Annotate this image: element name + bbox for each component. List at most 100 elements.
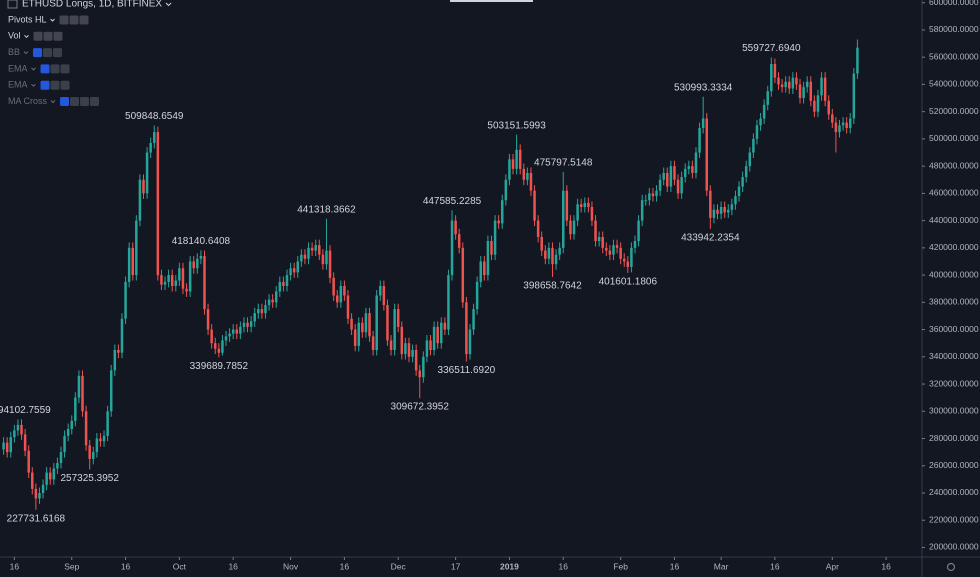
candle-body <box>5 442 9 453</box>
pivot-high-label: 475797.5148 <box>534 158 593 169</box>
candle-body <box>622 258 626 262</box>
indicator-button[interactable] <box>50 64 60 74</box>
candle-body <box>52 468 56 480</box>
candle-body <box>770 64 773 92</box>
indicator-name: Vol <box>8 31 21 41</box>
candle-body <box>224 336 228 341</box>
indicator-button[interactable] <box>40 80 50 90</box>
candle-body <box>124 281 127 319</box>
candle-body <box>249 321 253 327</box>
indicator-name: BB <box>8 47 20 57</box>
indicator-button[interactable] <box>33 31 43 41</box>
top-handle <box>450 0 533 2</box>
indicator-button[interactable] <box>43 48 53 58</box>
candle-body <box>698 128 701 153</box>
candle-body <box>117 349 120 353</box>
indicator-button[interactable] <box>53 31 63 41</box>
candle-body <box>27 450 30 473</box>
candle-body <box>404 343 407 355</box>
candle-body <box>841 122 845 126</box>
candle-body <box>379 285 382 296</box>
candle-body <box>554 254 558 265</box>
candle-body <box>343 285 346 296</box>
settings-icon[interactable] <box>946 562 956 572</box>
candle-body <box>633 241 637 248</box>
candle-body <box>795 77 798 85</box>
indicator-name: EMA <box>8 63 28 73</box>
y-tick-label: 400000.0000 <box>929 269 979 279</box>
candle-body <box>393 309 396 350</box>
candle-body <box>135 220 138 276</box>
candle-body <box>321 254 325 265</box>
candle-body <box>809 81 813 101</box>
y-tick-label: 300000.0000 <box>929 406 979 416</box>
indicator-button[interactable] <box>80 97 90 106</box>
candle-body <box>612 245 615 255</box>
candle-body <box>630 247 633 267</box>
candle-body <box>235 329 239 334</box>
pivot-label-bg <box>521 279 584 292</box>
indicator-chevron[interactable] <box>24 34 29 39</box>
y-tick-label: 440000.0000 <box>929 215 979 225</box>
candle-body <box>386 305 389 341</box>
candle-body <box>99 438 102 442</box>
candle-body <box>181 268 185 289</box>
candle-body <box>310 247 314 251</box>
candle-body <box>759 118 762 126</box>
indicator-button[interactable] <box>60 97 70 106</box>
x-tick-label: Mar <box>714 561 729 571</box>
collapse-icon[interactable] <box>7 0 18 9</box>
indicator-chevron[interactable] <box>50 100 56 104</box>
indicator-button[interactable] <box>60 80 70 90</box>
candle-body <box>619 247 622 259</box>
indicator-button[interactable] <box>69 15 79 25</box>
indicator-button[interactable] <box>60 64 70 74</box>
candle-body <box>608 250 612 255</box>
plot-area <box>2 39 859 510</box>
candle-body <box>515 149 518 169</box>
dropdown-chevron[interactable] <box>165 2 172 7</box>
candle-body <box>127 247 131 282</box>
indicator-button[interactable] <box>50 80 60 90</box>
candle-body <box>483 261 486 276</box>
candle-body <box>569 220 572 235</box>
indicator-chevron[interactable] <box>31 67 36 71</box>
candle-body <box>504 179 508 201</box>
pivot-low-label: 227731.6168 <box>7 513 66 524</box>
indicator-button[interactable] <box>79 15 89 25</box>
indicator-chevron[interactable] <box>31 83 36 87</box>
legend: ETHUSD Longs, 1D, BITFINEX Pivots HL Vol B… <box>7 0 172 106</box>
candle-body <box>371 336 375 350</box>
candle-body <box>34 488 38 499</box>
indicator-button[interactable] <box>70 97 80 106</box>
indicator-button[interactable] <box>53 48 63 58</box>
indicator-chevron[interactable] <box>23 51 29 55</box>
candle-body <box>9 437 13 453</box>
x-tick-label: Sep <box>64 561 79 571</box>
candle-body <box>350 318 353 330</box>
settings-gear[interactable] <box>946 562 956 572</box>
candle-body <box>88 445 91 459</box>
candle-body <box>74 397 77 421</box>
y-tick-label: 280000.0000 <box>929 433 979 443</box>
candle-body <box>468 329 472 355</box>
candle-body <box>597 236 601 242</box>
indicator-button[interactable] <box>40 64 50 74</box>
indicator-button[interactable] <box>90 97 100 106</box>
candle-body <box>673 166 676 180</box>
candle-body <box>723 207 726 213</box>
candle-body <box>389 340 393 350</box>
pivot-low-label: 401601.1806 <box>599 277 658 288</box>
indicator-chevron[interactable] <box>50 18 55 22</box>
x-tick-label: 16 <box>559 561 569 571</box>
candle-body <box>737 186 741 197</box>
candle-body <box>221 340 224 353</box>
indicator-button[interactable] <box>59 15 69 25</box>
candle-body <box>648 193 651 201</box>
x-tick-label: Feb <box>613 561 628 571</box>
candle-body <box>214 343 217 349</box>
candle-body <box>845 122 848 129</box>
indicator-button[interactable] <box>33 48 43 58</box>
indicator-button[interactable] <box>43 31 53 41</box>
